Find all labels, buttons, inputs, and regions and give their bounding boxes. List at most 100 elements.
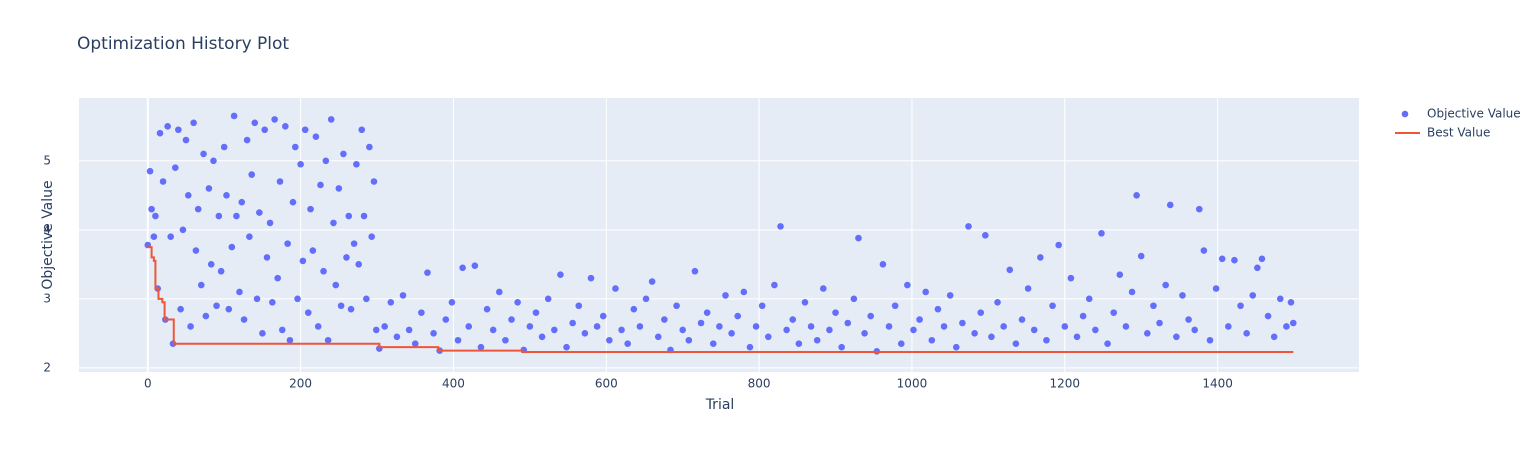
scatter-point — [159, 178, 167, 185]
scatter-point — [256, 209, 263, 216]
scatter-point — [897, 340, 905, 348]
scatter-point — [1144, 330, 1151, 337]
scatter-point — [210, 157, 217, 165]
scatter-point — [1264, 312, 1272, 320]
scatter-point — [347, 305, 355, 313]
scatter-point — [922, 288, 930, 296]
legend-label: Best Value — [1427, 126, 1490, 140]
scatter-point — [317, 181, 324, 189]
scatter-point — [314, 323, 322, 330]
scatter-point — [1225, 323, 1232, 330]
scatter-point — [844, 319, 852, 327]
scatter-point — [959, 319, 966, 327]
scatter-point — [1185, 316, 1192, 323]
scatter-point — [164, 122, 171, 130]
scatter-point — [1012, 340, 1020, 348]
scatter-point — [1179, 292, 1186, 299]
scatter-point — [1270, 333, 1278, 341]
scatter-point — [304, 309, 312, 316]
scatter-point — [363, 295, 370, 303]
scatter-point — [855, 234, 862, 242]
scatter-point — [223, 192, 230, 199]
scatter-point — [1249, 292, 1257, 299]
scatter-point — [411, 340, 419, 348]
scatter-point — [197, 281, 205, 289]
scatter-point — [728, 330, 735, 337]
scatter-point — [274, 274, 281, 282]
scatter-point — [459, 264, 466, 272]
y-tick-label: 4 — [43, 222, 51, 236]
scatter-point — [148, 205, 155, 213]
scatter-point — [266, 219, 274, 227]
scatter-point — [289, 198, 297, 206]
scatter-point — [994, 298, 1001, 306]
scatter-point — [261, 126, 268, 134]
scatter-point — [569, 319, 576, 327]
scatter-point — [820, 285, 827, 292]
scatter-point — [233, 212, 240, 220]
scatter-point — [284, 240, 291, 247]
scatter-point — [807, 323, 815, 330]
x-tick-label: 200 — [289, 377, 312, 391]
scatter-point — [532, 309, 540, 316]
scatter-point — [636, 323, 644, 330]
scatter-point — [228, 243, 236, 251]
scatter-point — [312, 133, 320, 140]
scatter-point — [1006, 266, 1014, 274]
scatter-point — [345, 212, 353, 220]
scatter-point — [1276, 295, 1284, 303]
scatter-point — [271, 116, 278, 123]
scatter-point — [217, 267, 225, 275]
scatter-point — [1092, 326, 1099, 334]
scatter-point — [697, 319, 705, 327]
scatter-point — [220, 143, 228, 151]
scatter-point — [606, 336, 613, 344]
scatter-point — [320, 267, 327, 275]
scatter-point — [297, 160, 304, 168]
scatter-point — [324, 336, 332, 344]
scatter-point — [1024, 285, 1032, 292]
scatter-point — [716, 323, 723, 330]
scatter-point — [370, 178, 378, 185]
scatter-point — [502, 336, 509, 344]
scatter-point — [489, 326, 497, 334]
scatter-point — [202, 312, 210, 320]
scatter-point — [563, 343, 570, 351]
scatter-point — [789, 316, 797, 323]
scatter-point — [557, 271, 564, 278]
scatter-point — [977, 309, 985, 316]
scatter-point — [928, 336, 936, 344]
scatter-point — [783, 326, 790, 334]
scatter-point — [1085, 295, 1093, 303]
scatter-point — [1237, 302, 1244, 310]
x-tick-label: 400 — [442, 377, 465, 391]
scatter-point — [301, 126, 309, 134]
scatter-point — [673, 302, 680, 310]
scatter-point — [1055, 241, 1062, 249]
scatter-point — [187, 323, 194, 330]
scatter-point — [832, 309, 839, 316]
scatter-point — [1110, 309, 1117, 316]
scatter-point — [612, 285, 619, 292]
scatter-point — [587, 274, 595, 282]
scatter-point — [1061, 323, 1069, 330]
scatter-point — [795, 340, 803, 348]
scatter-point — [885, 323, 893, 330]
scatter-point — [194, 205, 202, 213]
scatter-point — [1137, 252, 1145, 260]
legend-label: Objective Value — [1427, 107, 1521, 121]
scatter-point — [276, 178, 284, 185]
scatter-point — [538, 333, 546, 341]
scatter-point — [642, 295, 650, 303]
scatter-point — [722, 292, 729, 299]
scatter-point — [1128, 288, 1136, 296]
scatter-point — [448, 298, 456, 306]
scatter-point — [599, 312, 607, 320]
scatter-point — [971, 330, 978, 337]
scatter-point — [372, 326, 380, 334]
scatter-point — [337, 302, 345, 310]
scatter-point — [1283, 323, 1290, 330]
scatter-point — [1254, 264, 1261, 272]
